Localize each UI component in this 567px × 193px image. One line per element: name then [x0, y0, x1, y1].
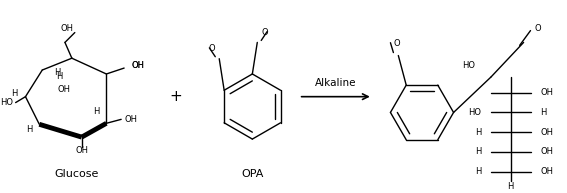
Text: H: H — [475, 167, 481, 176]
Text: OH: OH — [61, 24, 73, 33]
Text: Glucose: Glucose — [54, 169, 99, 179]
Text: OPA: OPA — [241, 169, 264, 179]
Text: OH: OH — [131, 61, 144, 70]
Text: H: H — [56, 72, 62, 81]
Text: HO: HO — [0, 98, 12, 107]
Text: H: H — [475, 128, 481, 137]
Text: H: H — [54, 68, 60, 76]
Text: H: H — [475, 147, 481, 156]
Text: OH: OH — [131, 61, 144, 70]
Text: O: O — [393, 39, 400, 48]
Text: O: O — [534, 24, 541, 33]
Text: HO: HO — [462, 61, 475, 70]
Text: HO: HO — [468, 108, 481, 117]
Text: OH: OH — [540, 167, 553, 176]
Text: H: H — [540, 108, 547, 117]
Text: OH: OH — [124, 115, 137, 124]
Text: H: H — [507, 182, 514, 191]
Text: Alkaline: Alkaline — [315, 78, 356, 88]
Text: OH: OH — [540, 128, 553, 137]
Text: O: O — [208, 44, 215, 53]
Text: OH: OH — [75, 146, 88, 155]
Text: O: O — [262, 28, 269, 37]
Text: H: H — [11, 89, 18, 98]
Text: H: H — [94, 107, 100, 116]
Text: H: H — [26, 125, 33, 134]
Text: OH: OH — [540, 88, 553, 97]
Text: +: + — [169, 89, 182, 104]
Text: OH: OH — [57, 85, 70, 94]
Text: OH: OH — [540, 147, 553, 156]
